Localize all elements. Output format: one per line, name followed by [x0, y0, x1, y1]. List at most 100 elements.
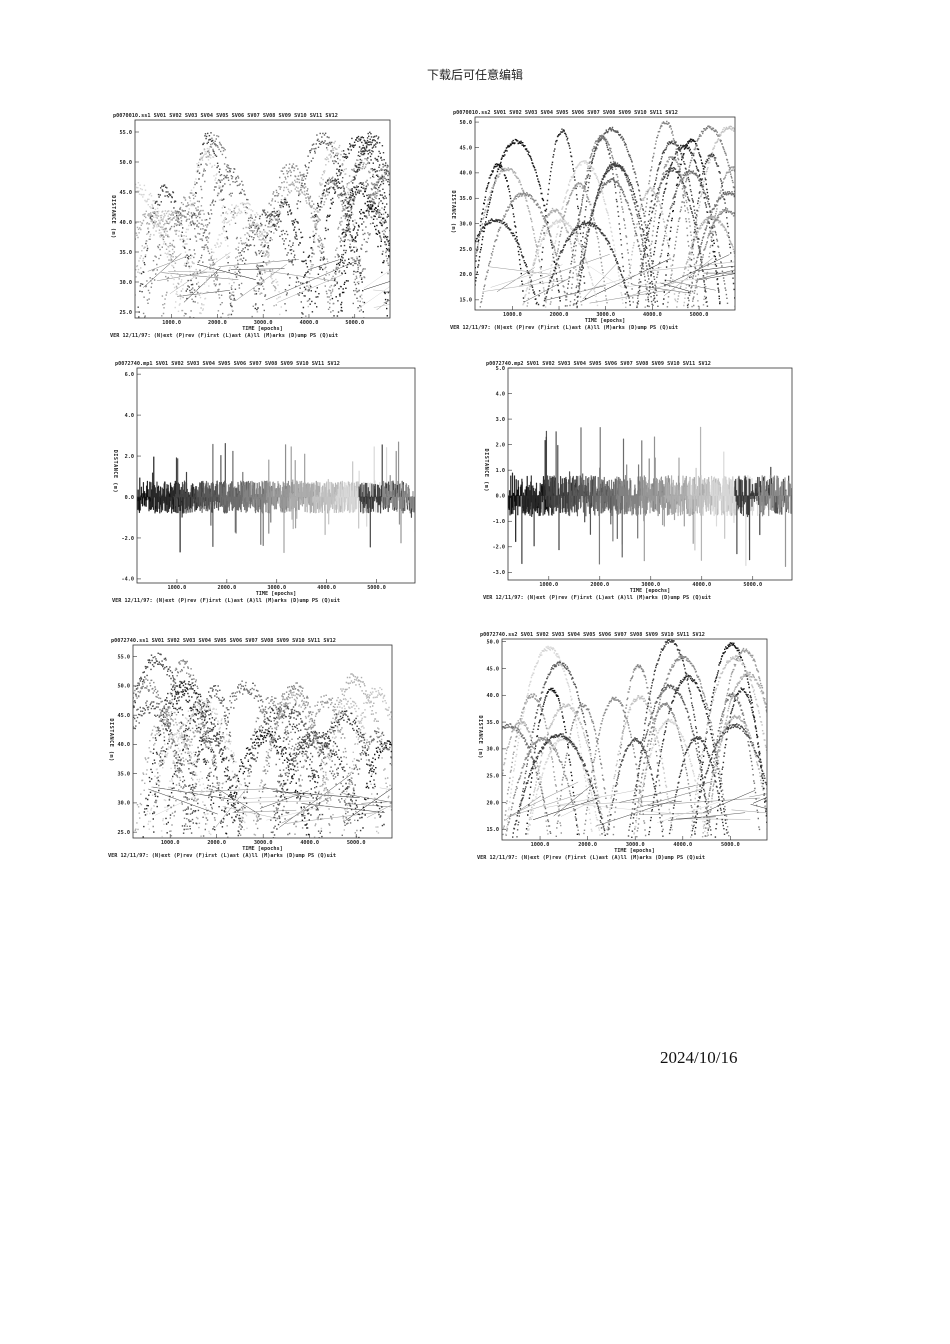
series-line-sv09 [373, 304, 390, 308]
series-line-sv12 [235, 264, 287, 301]
x-tick-label: 3000.0 [254, 320, 273, 326]
series-line-sv11 [148, 788, 218, 815]
series-line-sv09 [379, 787, 392, 791]
series-line-sv04 [343, 793, 392, 803]
series-sv11 [336, 131, 390, 317]
series-line-sv05 [361, 801, 392, 804]
x-tick-label: 3000.0 [267, 585, 286, 591]
x-tick-label: 5000.0 [743, 582, 762, 588]
x-tick-label: 3000.0 [254, 840, 273, 846]
series-line-sv07 [510, 792, 583, 817]
series-sv01 [331, 182, 390, 317]
y-tick-label: 50.0 [118, 684, 131, 690]
x-tick-label: 4000.0 [643, 312, 662, 318]
y-tick-label: 1.0 [496, 468, 505, 474]
data-layer [475, 120, 735, 309]
x-tick-label: 2000.0 [207, 840, 226, 846]
y-axis-label: DISTANCE (m) [450, 190, 456, 233]
x-tick-label: 1000.0 [168, 585, 187, 591]
series-sv10 [146, 699, 248, 838]
series-line-sv12 [519, 254, 610, 287]
x-tick-label: 1000.0 [531, 842, 550, 848]
series-line-sv09 [490, 264, 563, 288]
x-tick-label: 3000.0 [596, 312, 615, 318]
x-tick-label: 4000.0 [673, 842, 692, 848]
x-tick-label: 3000.0 [641, 582, 660, 588]
y-tick-label: 45.0 [118, 713, 131, 719]
y-axis-label: DISTANCE (m) [108, 718, 114, 761]
series-line-sv02 [696, 273, 735, 281]
y-tick-label: -2.0 [122, 536, 135, 542]
chart-title: p0070010.ss2 SV01 SV02 SV03 SV04 SV05 SV… [453, 110, 678, 116]
series-line-sv01 [345, 788, 392, 821]
series-sv09 [625, 125, 735, 308]
y-tick-label: 35.0 [487, 720, 500, 726]
series-line-sv02 [750, 803, 767, 810]
y-tick-label: 50.0 [460, 120, 473, 126]
y-tick-label: 0.0 [125, 495, 134, 501]
series-sv04 [564, 126, 659, 309]
plot-frame [134, 119, 391, 319]
series-line-sv06 [582, 263, 617, 300]
page-header: 下载后可任意编辑 [426, 68, 523, 82]
y-tick-label: 55.0 [118, 654, 131, 660]
y-tick-label: 30.0 [120, 280, 133, 286]
page-date: 2024/10/16 [660, 1048, 738, 1067]
data-layer [508, 426, 792, 567]
data-layer [502, 639, 767, 838]
series-line-sv11 [307, 259, 340, 270]
chart-svg: p0070010.ss1 SV01 SV02 SV03 SV04 SV05 SV… [110, 113, 391, 339]
y-tick-label: 25.0 [460, 247, 473, 253]
x-tick-label: 4000.0 [692, 582, 711, 588]
y-tick-label: 30.0 [460, 221, 473, 227]
series-line-sv08 [560, 800, 660, 806]
y-tick-label: 4.0 [496, 391, 505, 397]
y-tick-label: 35.0 [118, 771, 131, 777]
chart-footer: VER 12/11/97: (N)ext (P)rev (F)irst (L)a… [112, 598, 340, 604]
series-line-sv12 [508, 781, 579, 817]
x-tick-label: 3000.0 [626, 842, 645, 848]
x-tick-label: 5000.0 [347, 840, 366, 846]
series-sv10 [505, 645, 706, 836]
y-tick-label: -1.0 [493, 519, 506, 525]
x-tick-label: 2000.0 [550, 312, 569, 318]
y-tick-label: 5.0 [496, 366, 505, 372]
chart-svg: p0072740.ss2 SV01 SV02 SV03 SV04 SV05 SV… [477, 632, 768, 861]
x-axis-label: TIME [epochs] [256, 591, 297, 597]
y-tick-label: 30.0 [487, 747, 500, 753]
series-line-sv10 [657, 801, 720, 824]
y-tick-label: 15.0 [487, 827, 500, 833]
plot-frame [474, 116, 736, 311]
series-line-sv09 [570, 266, 662, 296]
series-line-sv07 [626, 281, 677, 298]
x-axis-label: TIME [epochs] [630, 588, 671, 594]
y-tick-label: 25.0 [118, 830, 131, 836]
series-line-sv05 [218, 259, 299, 267]
chart-svg: p0072740.mp2 SV01 SV02 SV03 SV04 SV05 SV… [483, 361, 793, 601]
series-line-sv05 [632, 789, 702, 810]
y-tick-label: 45.0 [120, 190, 133, 196]
y-tick-label: 2.0 [125, 454, 134, 460]
series-line-sv11 [230, 268, 285, 270]
series-sv04 [133, 685, 321, 838]
series-line-sv12 [232, 809, 297, 813]
chart-footer: VER 12/11/97: (N)ext (P)rev (F)irst (L)a… [110, 333, 338, 339]
data-layer [135, 131, 390, 318]
chart-svg: p0072740.mp1 SV01 SV02 SV03 SV04 SV05 SV… [112, 361, 416, 604]
y-tick-label: 50.0 [120, 160, 133, 166]
chart-svg: p0070010.ss2 SV01 SV02 SV03 SV04 SV05 SV… [450, 110, 736, 331]
y-axis-label: DISTANCE (m) [112, 450, 118, 493]
series-line-sv09 [373, 289, 390, 292]
y-tick-label: 40.0 [120, 220, 133, 226]
series-line-sv03 [279, 774, 352, 828]
y-tick-label: 2.0 [496, 442, 505, 448]
y-tick-label: 3.0 [496, 417, 505, 423]
x-tick-label: 5000.0 [690, 312, 709, 318]
x-tick-label: 2000.0 [208, 320, 227, 326]
series-line-sv11 [553, 783, 594, 817]
series-line-sv02 [363, 281, 390, 291]
y-tick-label: 15.0 [460, 298, 473, 304]
series-line-sv07 [284, 812, 377, 824]
series-line-sv11 [666, 254, 730, 285]
series-line-sv08 [676, 818, 751, 820]
